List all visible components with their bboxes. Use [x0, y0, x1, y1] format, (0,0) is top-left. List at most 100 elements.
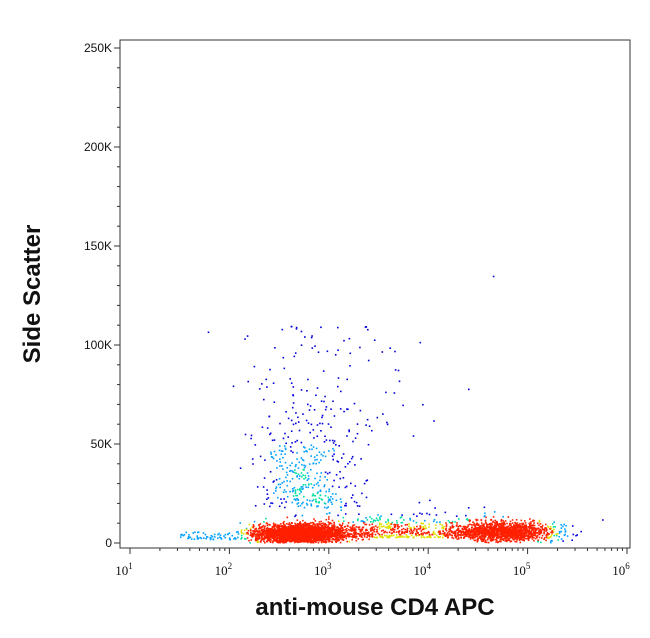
event-dot — [301, 523, 304, 526]
event-dot — [363, 482, 366, 485]
event-dot — [337, 539, 340, 542]
event-dot — [277, 540, 279, 542]
event-dot — [322, 455, 324, 457]
event-dot — [536, 522, 539, 525]
event-dot — [511, 519, 514, 521]
event-dot — [289, 527, 291, 529]
event-dot — [482, 535, 485, 537]
event-dot — [229, 538, 231, 541]
event-dot — [295, 494, 297, 497]
event-dot — [328, 488, 330, 491]
event-dot — [445, 524, 448, 526]
event-dot — [264, 530, 267, 533]
event-dot — [197, 537, 199, 540]
event-dot — [278, 526, 280, 528]
event-dot — [256, 537, 259, 540]
event-dot — [270, 529, 273, 532]
event-dot — [417, 534, 420, 537]
event-dot — [313, 409, 316, 411]
event-dot — [454, 521, 456, 523]
event-dot — [312, 462, 315, 464]
event-dot — [482, 525, 484, 528]
event-dot — [328, 512, 331, 514]
event-dot — [268, 529, 271, 531]
event-dot — [337, 531, 339, 534]
event-dot — [266, 524, 269, 527]
event-dot — [509, 532, 512, 534]
event-dot — [290, 524, 293, 527]
event-dot — [367, 359, 370, 362]
event-dot — [436, 521, 438, 524]
event-dot — [496, 523, 499, 526]
event-dot — [508, 539, 511, 542]
event-dot — [332, 448, 334, 450]
event-dot — [352, 494, 354, 496]
event-dot — [280, 529, 283, 531]
event-dot — [523, 533, 526, 535]
event-dot — [320, 526, 323, 529]
event-dot — [327, 532, 330, 535]
event-dot — [390, 523, 393, 525]
event-dot — [375, 531, 378, 533]
event-dot — [180, 536, 182, 538]
event-dot — [515, 529, 518, 531]
event-dot — [516, 524, 519, 527]
event-dot — [296, 519, 299, 521]
event-dot — [269, 528, 271, 530]
event-dot — [453, 531, 455, 533]
event-dot — [521, 533, 524, 536]
event-dot — [231, 534, 234, 537]
event-dot — [423, 536, 426, 539]
event-dot — [280, 539, 282, 542]
event-dot — [298, 493, 301, 495]
event-dot — [495, 525, 497, 527]
event-dot — [519, 536, 522, 539]
event-dot — [318, 451, 321, 453]
event-dot — [524, 522, 527, 524]
event-dot — [486, 529, 488, 531]
event-dot — [337, 514, 339, 517]
event-dot — [375, 536, 377, 539]
event-dot — [494, 524, 496, 527]
event-dot — [237, 531, 239, 533]
event-dot — [313, 536, 316, 538]
event-dot — [334, 526, 336, 529]
event-dot — [526, 528, 528, 531]
event-dot — [364, 533, 366, 536]
event-dot — [465, 529, 467, 531]
event-dot — [279, 541, 282, 543]
event-dot — [319, 536, 322, 539]
event-dot — [289, 470, 291, 472]
event-dot — [361, 534, 364, 536]
event-dot — [468, 533, 470, 536]
event-dot — [335, 474, 338, 476]
event-dot — [576, 534, 578, 536]
event-dot — [247, 533, 249, 535]
event-dot — [362, 520, 364, 522]
event-dot — [489, 526, 491, 528]
event-dot — [444, 532, 446, 535]
event-dot — [409, 519, 412, 521]
event-dot — [475, 518, 477, 521]
event-dot — [469, 532, 472, 534]
event-dot — [330, 541, 333, 543]
event-dot — [513, 538, 516, 540]
event-dot — [267, 539, 269, 542]
event-dot — [513, 524, 516, 527]
event-dot — [327, 531, 330, 534]
event-dot — [330, 408, 332, 410]
event-dot — [300, 539, 302, 541]
event-dot — [420, 522, 423, 525]
event-dot — [528, 536, 530, 539]
event-dot — [224, 536, 226, 539]
event-dot — [518, 539, 521, 541]
event-dot — [292, 489, 295, 492]
event-dot — [420, 536, 423, 539]
event-dot — [300, 472, 303, 474]
event-dot — [306, 499, 309, 501]
event-dot — [528, 523, 531, 526]
event-dot — [369, 535, 371, 538]
event-dot — [255, 539, 257, 542]
event-dot — [473, 522, 475, 525]
event-dot — [547, 525, 549, 528]
